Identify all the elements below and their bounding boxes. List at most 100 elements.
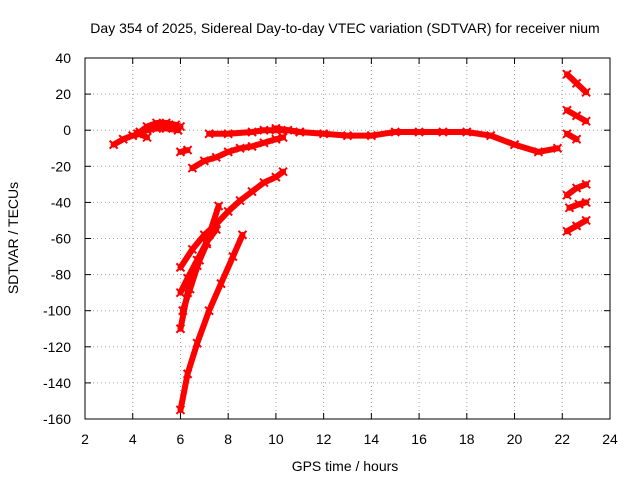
data-point (271, 134, 281, 144)
data-point (295, 127, 305, 137)
y-tick-label: 0 (63, 122, 71, 138)
data-point (247, 141, 257, 152)
data-point (278, 132, 288, 143)
series-arc-16 (562, 179, 591, 200)
data-point (175, 147, 186, 157)
x-tick-label: 12 (316, 431, 332, 447)
data-point (161, 123, 171, 134)
series-arc-8 (175, 167, 288, 273)
data-point (132, 129, 143, 139)
data-point (366, 130, 377, 141)
y-tick-label: -60 (51, 231, 71, 247)
data-point (581, 116, 591, 126)
data-point (118, 134, 128, 144)
series-arc-18 (562, 215, 591, 236)
data-point (271, 172, 281, 182)
y-tick-labels: 40 20 0 -20 -40 -60 -80 -100 -120 -140 -160 (43, 50, 71, 427)
data-point (571, 183, 582, 193)
data-point (228, 251, 238, 262)
data-point (142, 132, 152, 143)
x-tick-label: 6 (177, 431, 185, 447)
data-point (509, 139, 520, 150)
series-arc-14 (562, 105, 591, 126)
data-point (151, 123, 162, 134)
data-point (211, 152, 221, 162)
data-point (259, 138, 269, 148)
data-point (562, 190, 572, 200)
x-tick-label: 16 (411, 431, 427, 447)
x-tick-label: 18 (459, 431, 475, 447)
data-point (562, 105, 572, 116)
data-point (192, 338, 202, 348)
y-tick-label: -160 (43, 411, 71, 427)
y-tick-label: -20 (51, 158, 71, 174)
data-point (185, 284, 195, 294)
series-line (177, 168, 287, 271)
y-axis-label: SDTVAR / TECUs (5, 182, 21, 294)
data-point (187, 244, 198, 255)
x-tick-label: 4 (129, 431, 137, 447)
data-point (564, 203, 575, 213)
series-group (108, 69, 591, 415)
data-point (194, 255, 205, 265)
data-point (533, 147, 544, 157)
ticks (84, 57, 611, 420)
x-tick-label: 20 (507, 431, 523, 447)
data-point (278, 167, 288, 177)
series-arc-3 (132, 123, 183, 139)
grid (85, 58, 610, 419)
data-point (108, 139, 119, 150)
data-point (562, 226, 572, 236)
data-point (223, 129, 233, 139)
data-point (574, 199, 584, 209)
data-point (175, 262, 186, 273)
data-point (182, 145, 193, 155)
x-axis-label: GPS time / hours (292, 458, 399, 474)
data-point (199, 156, 210, 166)
x-tick-label: 24 (602, 431, 618, 447)
x-tick-label: 10 (268, 431, 284, 447)
x-tick-labels: 2 4 6 8 10 12 14 16 18 20 22 24 (81, 431, 618, 447)
data-point (581, 197, 591, 208)
data-point (187, 163, 198, 173)
y-tick-label: 20 (55, 86, 71, 102)
data-point (175, 405, 186, 415)
data-point (175, 324, 186, 334)
series-line (177, 231, 246, 413)
series-line (272, 125, 561, 155)
data-point (213, 201, 224, 211)
data-point (438, 127, 448, 137)
data-point (216, 278, 226, 289)
data-point (259, 177, 269, 188)
data-point (571, 221, 582, 231)
data-point (247, 186, 257, 197)
data-point (247, 127, 257, 137)
data-point (414, 127, 424, 137)
data-point (552, 143, 563, 153)
data-point (318, 129, 329, 139)
data-point (562, 129, 572, 139)
plot-frame (84, 57, 611, 420)
series-arc-13 (562, 69, 591, 98)
data-point (571, 78, 582, 88)
series-arc-17 (564, 197, 591, 213)
series-arc-4 (175, 145, 193, 157)
y-tick-label: -100 (43, 303, 71, 319)
y-tick-label: 40 (55, 50, 71, 66)
data-point (235, 143, 245, 153)
data-point (581, 215, 591, 226)
data-point (204, 305, 214, 316)
x-tick-label: 22 (554, 431, 570, 447)
data-point (259, 125, 269, 135)
series-arc-5 (187, 132, 288, 173)
y-tick-label: -140 (43, 375, 71, 391)
data-point (235, 195, 245, 206)
data-point (562, 69, 572, 79)
data-point (237, 230, 248, 240)
data-point (390, 127, 400, 137)
series-arc-12 (175, 230, 248, 415)
data-point (571, 111, 582, 121)
x-tick-label: 2 (81, 431, 89, 447)
data-point (175, 287, 186, 298)
